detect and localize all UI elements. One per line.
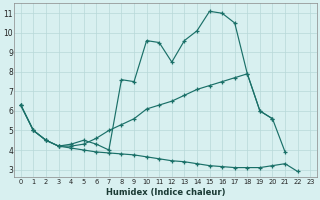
X-axis label: Humidex (Indice chaleur): Humidex (Indice chaleur) [106,188,225,197]
